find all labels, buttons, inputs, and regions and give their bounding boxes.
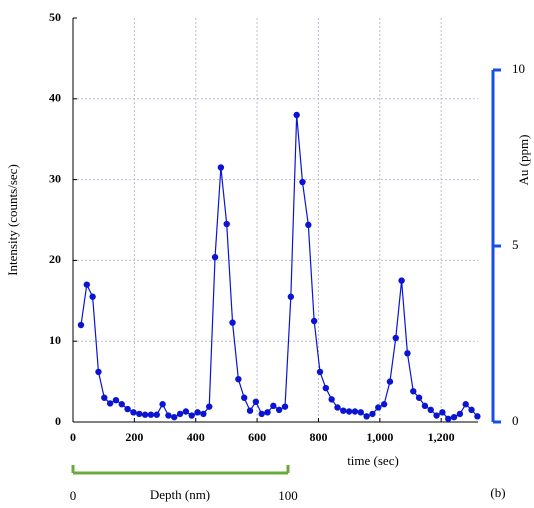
data-point bbox=[141, 411, 149, 418]
data-point bbox=[194, 409, 201, 416]
data-point bbox=[386, 378, 394, 385]
data-point bbox=[462, 401, 469, 408]
y2-tick-label: 10 bbox=[512, 61, 525, 76]
data-point bbox=[275, 406, 283, 414]
x-tick-label: 1,200 bbox=[428, 430, 455, 444]
data-line bbox=[80, 114, 478, 420]
y2-tick-label: 5 bbox=[512, 237, 519, 252]
x-tick-label: 800 bbox=[309, 430, 327, 444]
data-point bbox=[310, 317, 318, 325]
data-point bbox=[299, 178, 306, 186]
data-point bbox=[404, 350, 411, 357]
x-tick-label: 1,000 bbox=[366, 430, 393, 444]
data-point bbox=[176, 410, 184, 418]
y-axis-label: Intensity (counts/sec) bbox=[5, 164, 20, 276]
data-point bbox=[136, 410, 143, 418]
data-point bbox=[445, 415, 452, 422]
data-point bbox=[363, 413, 370, 420]
y-tick-label: 10 bbox=[49, 333, 61, 347]
data-point bbox=[375, 404, 382, 411]
data-point bbox=[293, 111, 300, 119]
annotation: (b) bbox=[490, 485, 505, 500]
data-point bbox=[229, 319, 236, 326]
y-tick-label: 0 bbox=[55, 414, 61, 428]
data-point bbox=[340, 407, 347, 414]
x-tick-label: 200 bbox=[125, 430, 143, 444]
y2-tick-label: 0 bbox=[512, 413, 519, 428]
data-point bbox=[252, 398, 260, 405]
data-point bbox=[305, 221, 312, 229]
depth-tick-label: 0 bbox=[70, 488, 77, 503]
data-point bbox=[241, 394, 248, 401]
data-point bbox=[264, 409, 271, 416]
data-point bbox=[456, 410, 464, 418]
data-point bbox=[89, 293, 96, 300]
data-point bbox=[130, 409, 137, 416]
y-tick-label: 50 bbox=[49, 10, 61, 24]
data-point bbox=[223, 220, 230, 228]
y-tick-label: 20 bbox=[49, 252, 61, 266]
y-tick-label: 30 bbox=[49, 171, 61, 185]
data-point bbox=[380, 401, 388, 408]
data-point bbox=[433, 412, 440, 419]
data-point bbox=[334, 404, 341, 411]
data-point bbox=[147, 411, 155, 418]
data-point bbox=[369, 410, 376, 418]
x-tick-label: 600 bbox=[248, 430, 266, 444]
depth-axis-label: Depth (nm) bbox=[150, 487, 210, 502]
data-point bbox=[77, 321, 85, 329]
data-point bbox=[106, 400, 114, 407]
data-point bbox=[217, 164, 225, 171]
data-point bbox=[153, 411, 160, 418]
data-point bbox=[281, 403, 289, 410]
data-point bbox=[165, 412, 172, 419]
data-point bbox=[316, 368, 324, 376]
data-point bbox=[421, 402, 429, 410]
data-point bbox=[398, 277, 405, 284]
data-point bbox=[415, 394, 423, 401]
data-point bbox=[351, 408, 359, 415]
data-point bbox=[118, 401, 125, 408]
data-point bbox=[450, 413, 458, 421]
data-point bbox=[182, 408, 190, 415]
x-tick-label: 400 bbox=[187, 430, 205, 444]
data-point bbox=[328, 396, 335, 403]
data-point bbox=[468, 406, 475, 414]
data-point bbox=[357, 409, 364, 416]
data-point bbox=[200, 410, 207, 418]
data-point bbox=[258, 410, 265, 418]
data-point bbox=[439, 409, 446, 416]
data-point bbox=[246, 407, 254, 414]
data-point bbox=[83, 281, 91, 288]
depth-tick-label: 100 bbox=[278, 488, 298, 503]
data-point bbox=[124, 405, 131, 413]
data-point bbox=[211, 253, 219, 261]
data-point bbox=[392, 334, 399, 342]
data-point bbox=[101, 394, 108, 401]
x-tick-label: 0 bbox=[70, 430, 76, 444]
data-point bbox=[159, 401, 166, 408]
y-tick-label: 40 bbox=[49, 91, 61, 105]
data-point bbox=[410, 388, 417, 395]
data-point bbox=[171, 413, 178, 421]
x-axis-label: time (sec) bbox=[347, 453, 399, 468]
data-point bbox=[235, 375, 242, 383]
data-point bbox=[322, 384, 330, 392]
data-point bbox=[345, 408, 353, 415]
data-point bbox=[427, 406, 434, 414]
data-point bbox=[270, 402, 277, 410]
data-point bbox=[112, 396, 120, 404]
data-point bbox=[188, 412, 195, 419]
data-point bbox=[95, 368, 102, 376]
y2-axis-label: Au (ppm) bbox=[516, 135, 531, 186]
data-point bbox=[474, 413, 481, 420]
data-point bbox=[206, 403, 213, 410]
data-point bbox=[287, 293, 295, 300]
